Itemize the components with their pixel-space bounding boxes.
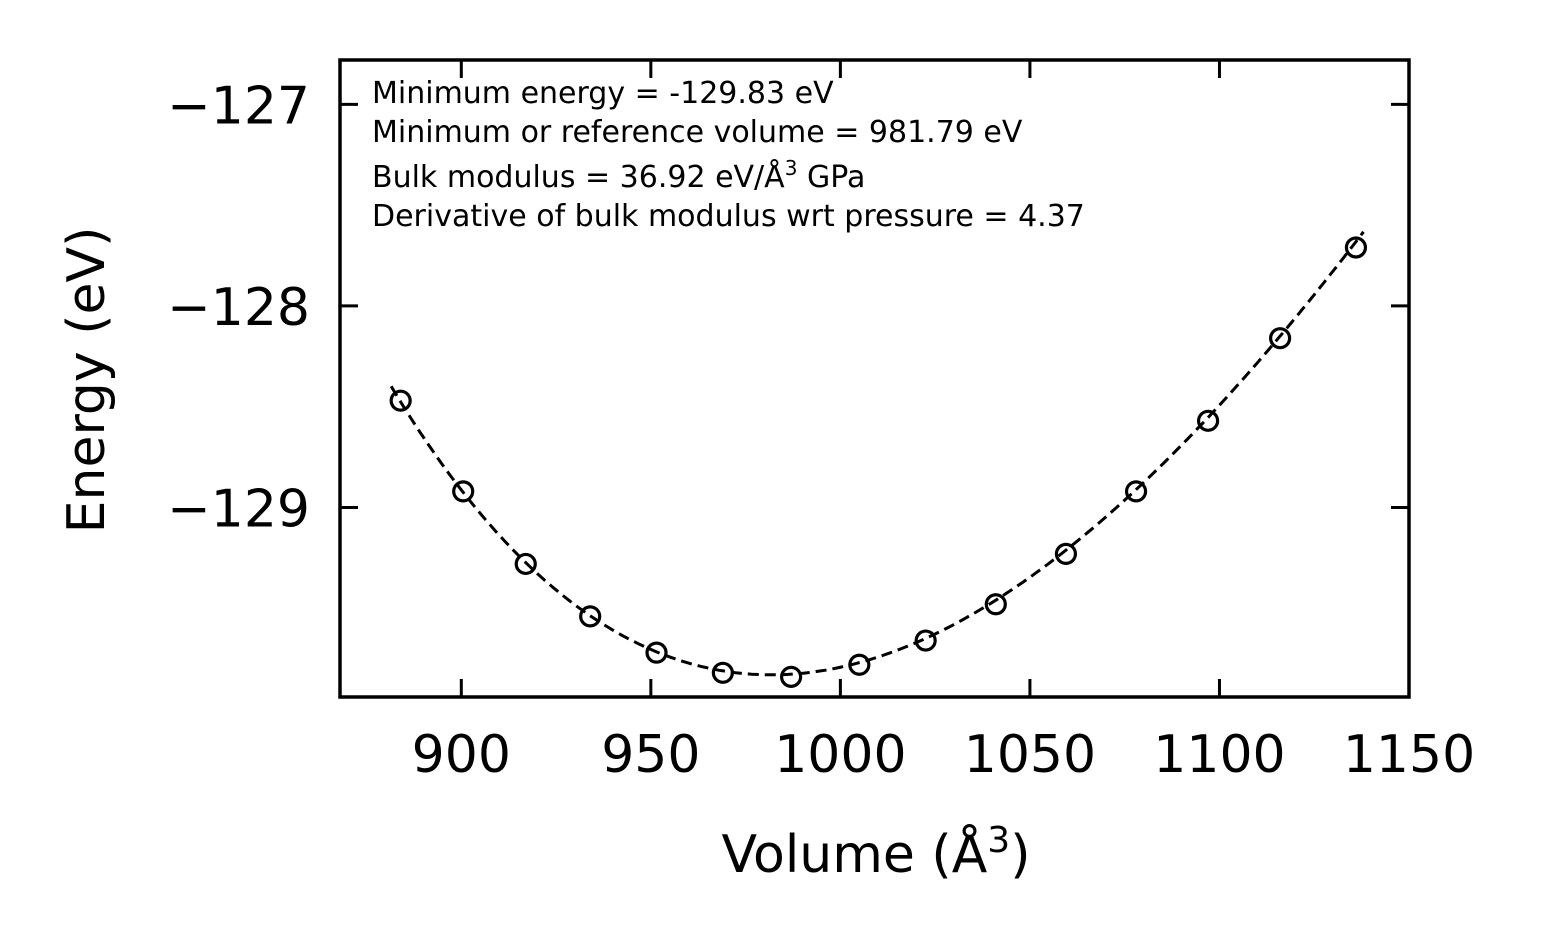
y-axis-title: Energy (eV) — [57, 227, 117, 534]
x-tick-label: 1050 — [964, 725, 1096, 785]
x-axis-title-text: Volume (Å — [722, 823, 988, 885]
data-point — [711, 661, 734, 684]
y-tick-label: −127 — [167, 76, 310, 136]
fit-curve — [389, 230, 1365, 677]
plot-frame — [338, 58, 1411, 699]
annotation-bulk-modulus-text: Bulk modulus = 36.92 eV/Å — [372, 159, 785, 195]
x-tick-label: 1000 — [774, 725, 906, 785]
annotation-bulk-modulus-unit: GPa — [797, 160, 865, 195]
data-point — [1124, 480, 1148, 503]
data-point — [1196, 409, 1220, 432]
annotation-min-energy: Minimum energy = -129.83 eV — [372, 76, 834, 111]
ticks-layer: 900 950 1000 1050 1100 1150 −127 −128 −129 — [167, 60, 1475, 785]
data-point — [914, 629, 937, 652]
data-point — [1269, 327, 1292, 350]
y-tick-label: −129 — [167, 480, 310, 540]
x-tick-label: 1150 — [1343, 725, 1475, 785]
annotation-bulk-derivative: Derivative of bulk modulus wrt pressure … — [372, 199, 1085, 234]
data-point — [579, 605, 602, 628]
annotation-min-volume: Minimum or reference volume = 981.79 eV — [372, 115, 1023, 150]
x-axis-title-close: ) — [1010, 825, 1030, 885]
x-axis-title: Volume (Å3) — [722, 820, 1031, 885]
fit-curve-layer — [389, 230, 1365, 677]
data-point — [848, 653, 871, 676]
x-axis-title-sup: 3 — [987, 820, 1010, 861]
data-point — [514, 552, 537, 576]
data-points-layer — [389, 236, 1368, 688]
data-point — [1054, 542, 1078, 565]
x-tick-label: 950 — [601, 725, 700, 785]
data-point — [984, 593, 1007, 616]
annotation-bulk-modulus-sup: 3 — [785, 156, 798, 180]
y-tick-label: −128 — [167, 278, 310, 338]
data-point — [1344, 236, 1368, 259]
annotation-bulk-modulus: Bulk modulus = 36.92 eV/Å3 GPa — [372, 156, 865, 195]
data-point — [389, 389, 412, 412]
data-point — [780, 665, 803, 688]
x-tick-label: 900 — [412, 725, 511, 785]
data-point — [645, 641, 668, 664]
x-tick-label: 1100 — [1153, 725, 1285, 785]
data-point — [452, 480, 475, 503]
